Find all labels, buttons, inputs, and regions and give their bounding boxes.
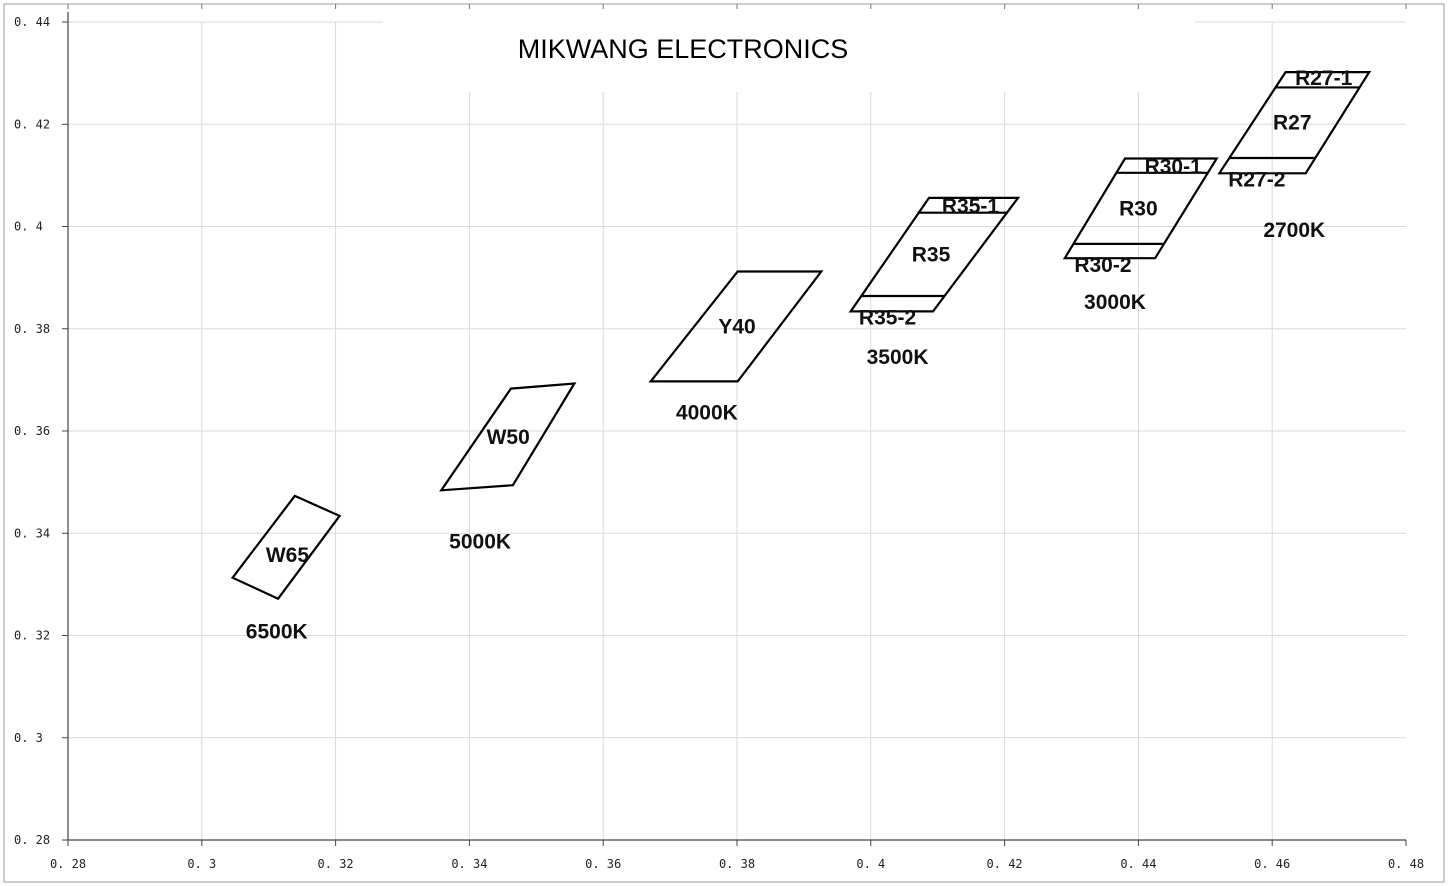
x-tick-label: 0. 42 bbox=[987, 857, 1023, 871]
cct-label-6500k: 6500K bbox=[246, 620, 308, 643]
x-tick-label: 0. 28 bbox=[50, 857, 86, 871]
y-tick-label: 0. 44 bbox=[14, 15, 50, 29]
x-tick-label: 0. 36 bbox=[585, 857, 621, 871]
y-tick-label: 0. 4 bbox=[14, 220, 43, 234]
bin-label-w50: W50 bbox=[487, 426, 530, 449]
bin-label-r35: R35 bbox=[912, 244, 951, 267]
y-axis-ticks: 0. 28 0. 3 0. 32 0. 34 0. 36 0. 38 0. 4 0. 42 0.… bbox=[14, 15, 68, 847]
cct-label-3000k: 3000K bbox=[1084, 291, 1146, 314]
sub-bin-label-r27-1: R27-1 bbox=[1295, 67, 1353, 90]
y-tick-label: 0. 38 bbox=[14, 322, 50, 336]
x-tick-label: 0. 4 bbox=[856, 857, 885, 871]
x-tick-label: 0. 46 bbox=[1254, 857, 1290, 871]
y-tick-label: 0. 34 bbox=[14, 526, 50, 540]
x-tick-label: 0. 32 bbox=[318, 857, 354, 871]
color-bins bbox=[230, 70, 1372, 601]
bin-label-y40: Y40 bbox=[718, 316, 755, 339]
cct-label-5000k: 5000K bbox=[449, 530, 511, 553]
y-tick-label: 0. 32 bbox=[14, 629, 50, 643]
y-tick-label: 0. 42 bbox=[14, 117, 50, 131]
cct-label-2700k: 2700K bbox=[1263, 219, 1325, 242]
x-tick-label: 0. 48 bbox=[1388, 857, 1424, 871]
x-tick-label: 0. 38 bbox=[719, 857, 755, 871]
chart-title: MIKWANG ELECTRONICS bbox=[518, 34, 849, 64]
plot-frame bbox=[3, 3, 1445, 883]
bin-label-w65: W65 bbox=[266, 544, 310, 567]
grid bbox=[68, 21, 1406, 840]
bin-label-r27: R27 bbox=[1273, 112, 1312, 135]
x-tick-label: 0. 44 bbox=[1120, 857, 1156, 871]
y-tick-label: 0. 3 bbox=[14, 731, 43, 745]
bin-labels: W65 W50 Y40 R35 R30 R27 R35-1 R35-2 R30-1 R30-2 R2… bbox=[246, 67, 1353, 643]
sub-bin-label-r30-1: R30-1 bbox=[1145, 156, 1203, 179]
sub-bin-label-r30-2: R30-2 bbox=[1074, 254, 1131, 277]
sub-bin-label-r27-2: R27-2 bbox=[1228, 168, 1285, 191]
sub-bin-label-r35-1: R35-1 bbox=[942, 195, 1000, 218]
bin-w65 bbox=[230, 494, 342, 601]
cct-label-4000k: 4000K bbox=[676, 402, 738, 425]
bin-r30 bbox=[1062, 157, 1219, 260]
axes bbox=[3, 3, 1445, 883]
sub-bin-lines bbox=[861, 86, 1360, 298]
y-tick-label: 0. 28 bbox=[14, 833, 50, 847]
x-tick-label: 0. 3 bbox=[187, 857, 216, 871]
bin-r27 bbox=[1217, 70, 1372, 175]
x-axis-ticks: 0. 28 0. 3 0. 32 0. 34 0. 36 0. 38 0. 4 0. 42 0.… bbox=[50, 4, 1424, 871]
y-tick-label: 0. 36 bbox=[14, 424, 50, 438]
title-background bbox=[383, 12, 1195, 92]
sub-bin-label-r35-2: R35-2 bbox=[859, 307, 916, 330]
x-tick-label: 0. 34 bbox=[451, 857, 487, 871]
cct-label-3500k: 3500K bbox=[867, 346, 929, 369]
bin-label-r30: R30 bbox=[1119, 198, 1158, 221]
bin-w50 bbox=[439, 382, 577, 492]
bin-r35 bbox=[848, 196, 1021, 313]
bin-y40 bbox=[648, 270, 824, 383]
